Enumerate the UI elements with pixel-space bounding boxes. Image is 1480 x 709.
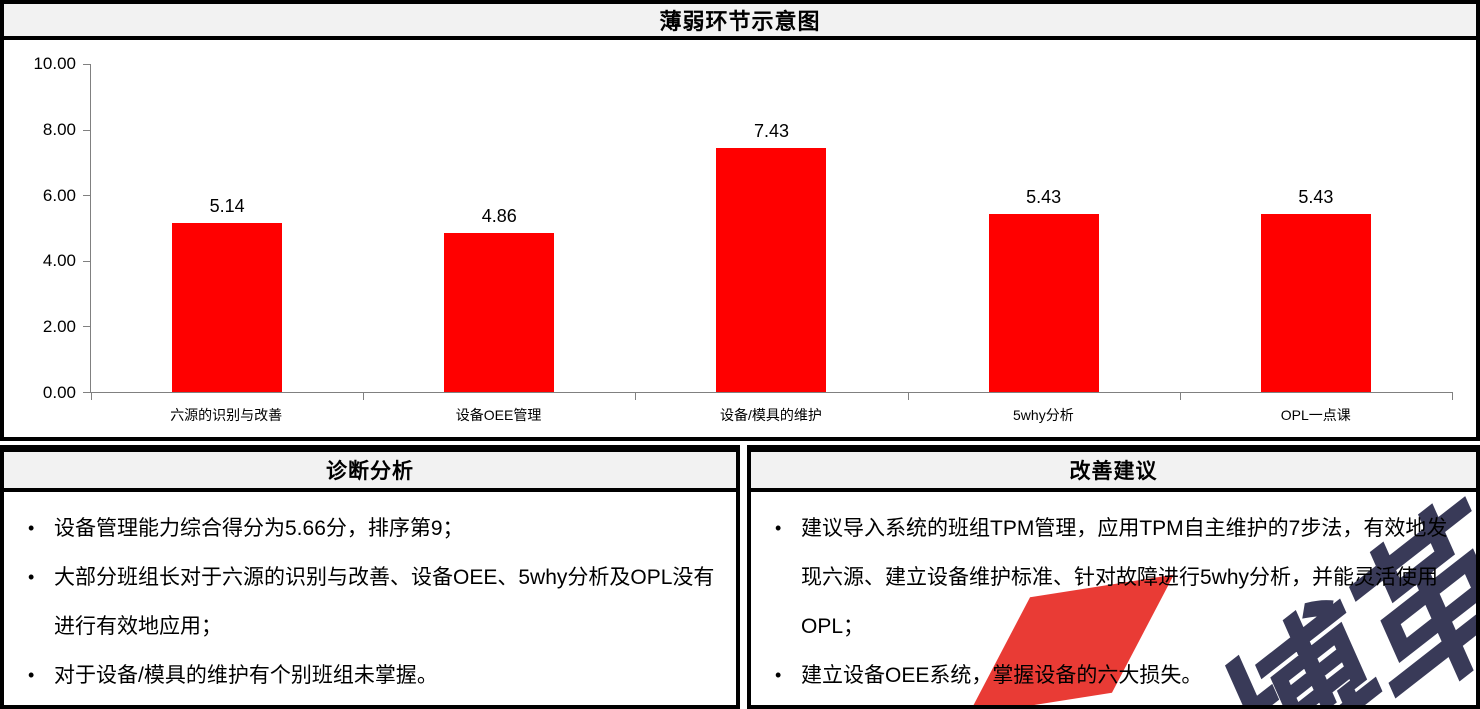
category-label: 5why分析 [1013, 407, 1074, 423]
diagnosis-panel-header: 诊断分析 [4, 452, 736, 492]
bar-slot: 5.43 [908, 64, 1180, 392]
category-label: OPL一点课 [1280, 407, 1351, 423]
bar-chart: 0.00 2.00 4.00 6.00 8.00 10.00 5.14 4.86 7.43 5.… [4, 40, 1476, 433]
x-axis-tick-mark [635, 392, 637, 400]
y-axis-tick-label: 6.00 [42, 185, 76, 205]
bar [716, 148, 827, 392]
bar-data-label: 5.43 [1026, 186, 1062, 207]
category-label: 六源的识别与改善 [170, 407, 283, 423]
bar-slot: 4.86 [363, 64, 635, 392]
bar [444, 232, 555, 392]
category-label: 设备/模具的维护 [720, 407, 822, 423]
y-axis-tick-label: 2.00 [42, 317, 76, 337]
bar [172, 223, 283, 392]
suggestions-bullet-list: 建议导入系统的班组TPM管理，应用TPM自主维护的7步法，有效地发现六源、建立设… [763, 504, 1456, 700]
bar [1260, 213, 1371, 392]
chart-panel: 薄弱环节示意图 0.00 2.00 4.00 6.00 8.00 10.00 5.14 4.… [0, 0, 1480, 441]
bar-data-label: 4.86 [481, 205, 517, 226]
chart-title: 薄弱环节示意图 [4, 4, 1476, 40]
x-axis-tick-mark [1179, 392, 1181, 400]
bar-data-label: 5.43 [1298, 186, 1334, 207]
y-axis-tick-label: 10.00 [33, 54, 76, 73]
y-axis-tick-mark [83, 260, 91, 262]
suggestions-panel: 博革 改善建议 建议导入系统的班组TPM管理，应用TPM自主维护的7步法，有效地… [747, 445, 1480, 709]
x-axis-tick-mark [1452, 392, 1453, 400]
y-axis-tick-label: 0.00 [42, 383, 76, 402]
bar-slot: 7.43 [635, 64, 907, 392]
diagnosis-panel: 诊断分析 设备管理能力综合得分为5.66分，排序第9；大部分班组长对于六源的识别… [0, 445, 740, 709]
x-axis-tick-mark [907, 392, 909, 400]
y-axis-tick-mark [83, 129, 91, 131]
y-axis-tick-mark [83, 195, 91, 197]
diagnosis-bullet-list: 设备管理能力综合得分为5.66分，排序第9；大部分班组长对于六源的识别与改善、设… [16, 504, 716, 700]
bar-slot: 5.43 [1180, 64, 1452, 392]
bar-data-label: 7.43 [753, 121, 789, 142]
x-axis-tick-mark [91, 392, 92, 400]
y-axis-tick-label: 8.00 [42, 119, 76, 139]
bullet-item: 大部分班组长对于六源的识别与改善、设备OEE、5why分析及OPL没有进行有效地… [16, 553, 716, 651]
suggestions-panel-header: 改善建议 [751, 452, 1476, 492]
bar [988, 213, 1099, 392]
bar-data-label: 5.14 [209, 196, 245, 217]
y-axis-tick-mark [83, 326, 91, 328]
bullet-item: 对于设备/模具的维护有个别班组未掌握。 [16, 651, 716, 700]
bullet-item: 设备管理能力综合得分为5.66分，排序第9； [16, 504, 716, 553]
category-label: 设备OEE管理 [455, 407, 542, 423]
bottom-panels: 诊断分析 设备管理能力综合得分为5.66分，排序第9；大部分班组长对于六源的识别… [0, 445, 1480, 709]
bullet-item: 建立设备OEE系统，掌握设备的六大损失。 [763, 651, 1456, 700]
x-axis-tick-mark [363, 392, 365, 400]
x-axis-category-labels: 六源的识别与改善 设备OEE管理 设备/模具的维护 5why分析 OPL一点课 [90, 403, 1452, 425]
y-axis: 0.00 2.00 4.00 6.00 8.00 10.00 [4, 54, 84, 402]
bullet-item: 建议导入系统的班组TPM管理，应用TPM自主维护的7步法，有效地发现六源、建立设… [763, 504, 1456, 651]
suggestions-panel-content: 建议导入系统的班组TPM管理，应用TPM自主维护的7步法，有效地发现六源、建立设… [751, 492, 1476, 700]
y-axis-tick-mark [83, 64, 91, 65]
bar-slot: 5.14 [91, 64, 363, 392]
diagnosis-panel-content: 设备管理能力综合得分为5.66分，排序第9；大部分班组长对于六源的识别与改善、设… [4, 492, 736, 700]
plot-area: 5.14 4.86 7.43 5.43 5.43 [83, 64, 1453, 400]
y-axis-tick-mark [83, 392, 91, 393]
y-axis-tick-label: 4.00 [42, 251, 76, 271]
